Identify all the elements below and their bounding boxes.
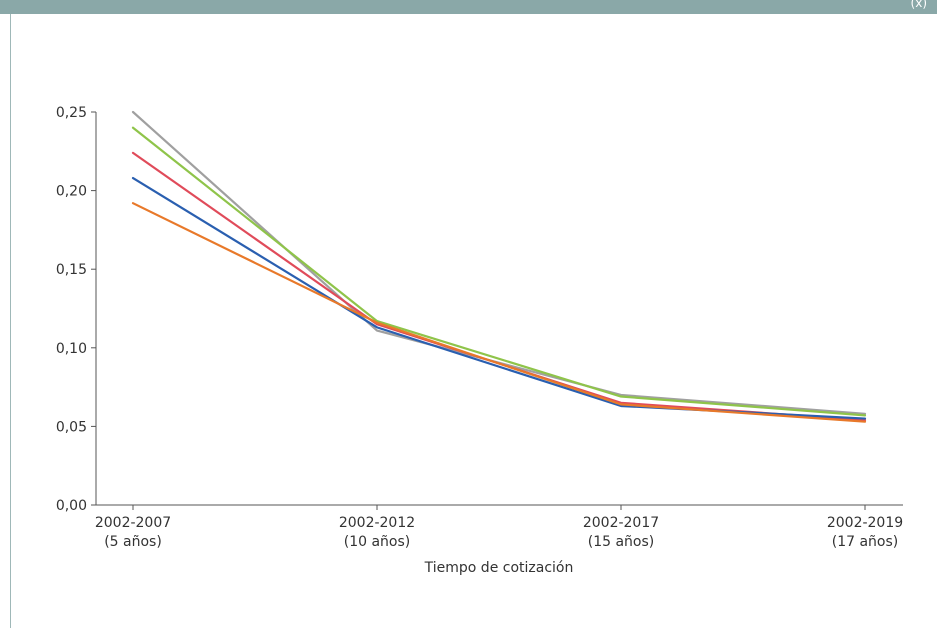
- y-tick-label: 0,00: [56, 498, 87, 514]
- x-tick-label: 2002-2019: [827, 515, 903, 531]
- y-tick-label: 0,10: [56, 341, 87, 357]
- x-tick-sublabel: (10 años): [344, 534, 411, 550]
- x-axis-title: Tiempo de cotización: [424, 560, 574, 576]
- left-divider: [10, 14, 11, 628]
- y-tick-label: 0,20: [56, 184, 87, 200]
- x-tick-label: 2002-2007: [95, 515, 171, 531]
- series-line: [131, 126, 867, 417]
- series-line: [131, 151, 867, 422]
- x-tick-label: 2002-2017: [583, 515, 659, 531]
- series-lines: [131, 110, 867, 423]
- x-tick-sublabel: (5 años): [104, 534, 162, 550]
- x-tick-labels: 2002-2007 (5 años) 2002-2012 (10 años) 2002-…: [95, 515, 903, 550]
- chart-axes: [91, 111, 903, 510]
- y-tick-label: 0,25: [56, 105, 87, 121]
- header-bar: (x): [0, 0, 937, 14]
- x-tick-sublabel: (15 años): [588, 534, 655, 550]
- y-tick-label: 0,05: [56, 419, 87, 435]
- series-line: [131, 202, 867, 423]
- header-corner-label: (x): [910, 0, 927, 10]
- y-tick-label: 0,15: [56, 262, 87, 278]
- y-tick-labels: 0,00 0,05 0,10 0,15 0,20 0,25: [56, 105, 87, 514]
- x-tick-sublabel: (17 años): [832, 534, 899, 550]
- series-line: [131, 110, 867, 415]
- x-tick-label: 2002-2012: [339, 515, 415, 531]
